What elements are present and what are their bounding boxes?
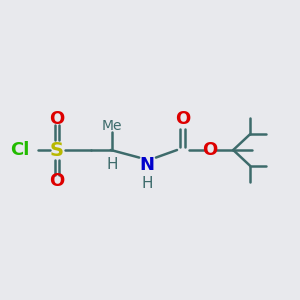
Text: Me: Me	[102, 119, 122, 133]
Text: H: H	[142, 176, 153, 191]
Text: O: O	[202, 141, 217, 159]
Text: S: S	[50, 140, 64, 160]
Text: O: O	[49, 110, 64, 128]
Text: O: O	[49, 172, 64, 190]
Text: N: N	[140, 156, 155, 174]
Text: Cl: Cl	[11, 141, 30, 159]
Text: H: H	[106, 158, 118, 172]
Text: O: O	[175, 110, 190, 128]
